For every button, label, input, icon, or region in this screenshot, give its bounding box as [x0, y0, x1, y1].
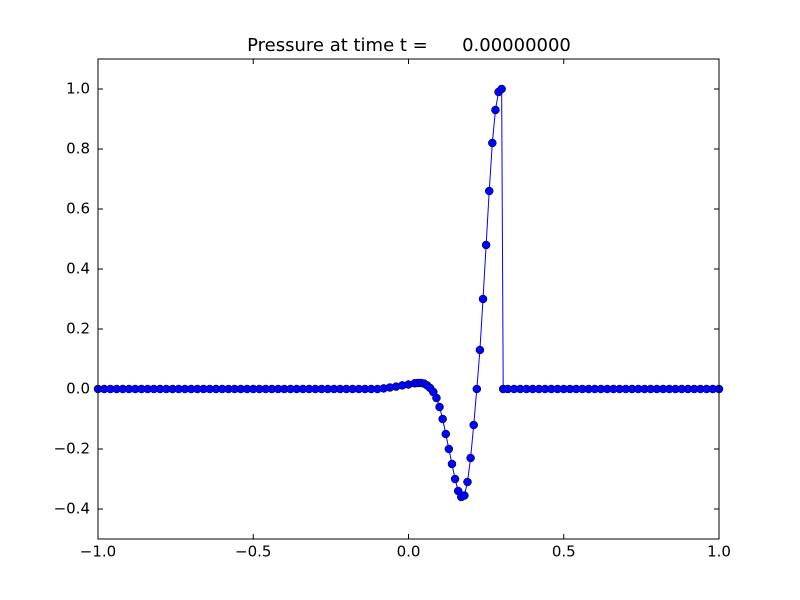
data-point — [472, 384, 482, 394]
y-tick-label: 0.4 — [66, 260, 90, 278]
y-tick-label: 0.2 — [66, 320, 90, 338]
y-tick-label: 0.6 — [66, 200, 90, 218]
data-point — [438, 414, 447, 424]
y-tick-label: −0.2 — [54, 440, 90, 458]
data-point — [484, 186, 494, 196]
data-point — [488, 138, 497, 148]
data-point — [441, 429, 451, 439]
data-point — [463, 477, 472, 487]
chart-title: Pressure at time t = 0.00000000 — [247, 35, 571, 56]
data-point — [475, 345, 485, 355]
data-point — [460, 491, 469, 500]
data-point — [497, 84, 506, 94]
data-point — [432, 393, 441, 403]
data-point — [447, 459, 457, 469]
y-tick-label: 0.8 — [66, 140, 90, 158]
x-tick-label: 0.0 — [397, 543, 421, 561]
x-tick-label: −1.0 — [80, 543, 116, 561]
x-tick-label: −0.5 — [235, 543, 271, 561]
y-tick-label: 0.0 — [66, 380, 90, 398]
y-tick-label: −0.4 — [54, 500, 90, 518]
y-tick-label: 1.0 — [66, 80, 90, 98]
data-point — [450, 474, 460, 484]
data-point — [478, 294, 488, 304]
x-tick-label: 1.0 — [707, 543, 731, 561]
data-point — [444, 444, 454, 454]
plot-frame — [97, 58, 720, 540]
data-point — [469, 420, 478, 430]
data-point — [491, 105, 500, 115]
data-point — [435, 402, 444, 412]
data-point — [481, 240, 491, 250]
data-point — [466, 453, 475, 463]
x-tick-label: 0.5 — [552, 543, 576, 561]
